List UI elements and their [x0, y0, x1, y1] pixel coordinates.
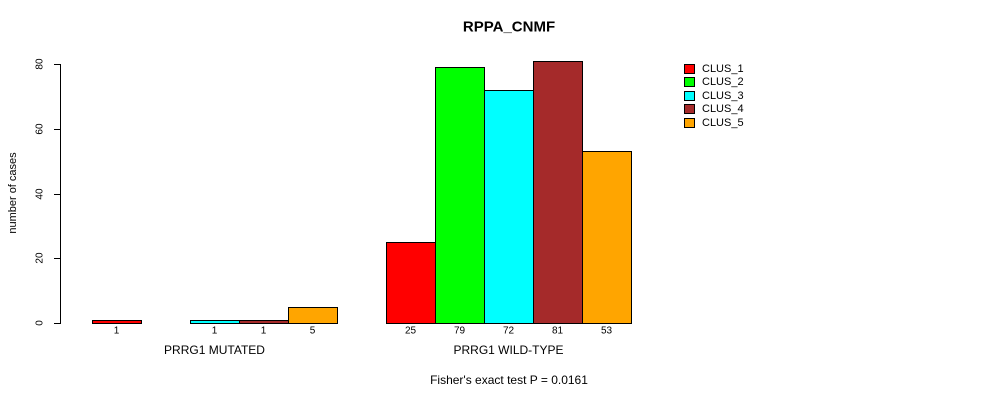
legend-swatch-clus_5	[684, 117, 695, 128]
legend-swatch-clus_1	[684, 64, 695, 74]
legend-label: CLUS_1	[702, 63, 744, 75]
legend-label: CLUS_5	[702, 116, 744, 129]
x-group-label: PRRG1 WILD-TYPE	[453, 343, 564, 357]
y-axis-label: number of cases	[7, 152, 19, 234]
y-tick	[54, 258, 60, 260]
bar-value-label: 79	[453, 325, 466, 337]
bar-value-label: 25	[404, 325, 417, 337]
fisher-test-annotation: Fisher's exact test P = 0.0161	[430, 373, 588, 387]
x-group-label: PRRG1 MUTATED	[164, 343, 265, 357]
y-tick	[54, 64, 60, 65]
y-tick-label: 80	[34, 58, 46, 70]
y-tick-label: 60	[34, 123, 46, 135]
bar-clus_5	[288, 306, 338, 324]
y-tick	[54, 193, 60, 195]
bar-clus_4	[533, 60, 583, 324]
bar-value-label: 5	[309, 325, 316, 337]
legend-swatch-clus_2	[684, 77, 695, 88]
y-tick-label: 0	[34, 320, 46, 326]
bar-clus_3	[190, 319, 240, 324]
legend-swatch-clus_3	[684, 90, 695, 101]
bar-value-label: 53	[600, 325, 613, 337]
bar-value-label: 1	[113, 325, 120, 337]
bar-value-label: 1	[211, 325, 218, 337]
bar-value-label: 72	[502, 325, 515, 337]
chart-title: RPPA_CNMF	[462, 18, 556, 36]
legend-label: CLUS_2	[702, 76, 744, 89]
bar-clus_5	[582, 151, 632, 324]
legend-swatch-clus_4	[684, 104, 695, 115]
bar-value-label: 1	[260, 325, 267, 337]
bar-clus_2	[435, 67, 485, 324]
legend-label: CLUS_3	[702, 89, 744, 102]
bar-clus_1	[92, 319, 142, 324]
y-tick-label: 20	[34, 252, 46, 264]
y-axis	[60, 64, 61, 324]
bar-clus_3	[484, 89, 534, 324]
y-tick	[54, 323, 60, 324]
y-tick-label: 40	[34, 187, 46, 200]
y-tick	[54, 128, 60, 130]
legend-label: CLUS_4	[702, 103, 744, 116]
bar-clus_1	[386, 242, 436, 324]
bar-value-label: 81	[551, 325, 564, 337]
bar-clus_4	[239, 319, 289, 324]
